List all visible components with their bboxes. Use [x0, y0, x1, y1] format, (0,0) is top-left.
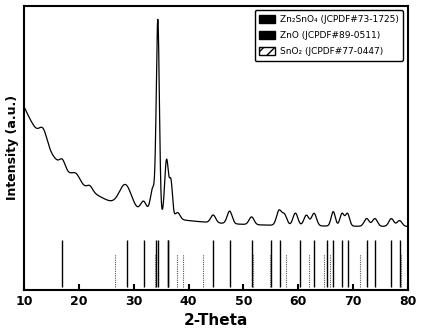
- Y-axis label: Intensity (a.u.): Intensity (a.u.): [5, 95, 19, 200]
- Legend: Zn₂SnO₄ (JCPDF#73-1725), ZnO (JCPDF#89-0511), SnO₂ (JCPDF#77-0447): Zn₂SnO₄ (JCPDF#73-1725), ZnO (JCPDF#89-0…: [254, 10, 403, 61]
- X-axis label: 2-Theta: 2-Theta: [184, 313, 248, 328]
